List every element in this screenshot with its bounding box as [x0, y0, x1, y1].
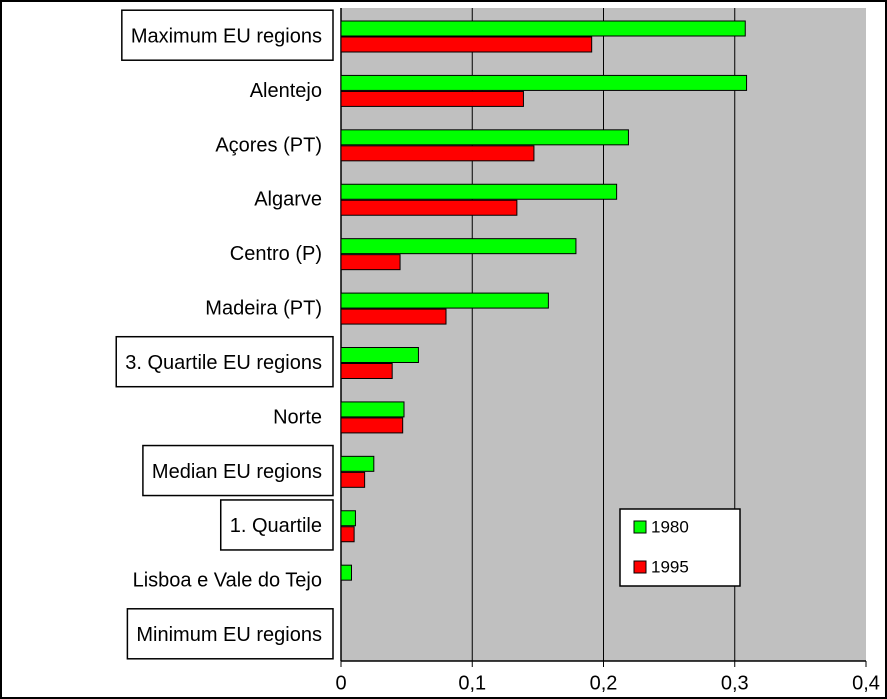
- legend: 1980 1995: [619, 508, 741, 587]
- bar: [340, 145, 535, 162]
- y-tick-label: Minimum EU regions: [136, 624, 322, 646]
- bar: [340, 36, 593, 53]
- bar: [340, 199, 518, 216]
- legend-swatch: [633, 520, 647, 534]
- bar: [340, 90, 524, 107]
- y-tick-label: Median EU regions: [152, 461, 322, 483]
- bar: [340, 74, 748, 91]
- bar: [340, 455, 375, 472]
- label-box: [126, 608, 334, 660]
- bar: [340, 292, 549, 309]
- bar: [340, 510, 356, 527]
- bar: [340, 308, 447, 325]
- y-tick-label: Algarve: [254, 189, 322, 211]
- bar: [340, 254, 401, 271]
- y-tick-label: Maximum EU regions: [131, 25, 322, 47]
- bar: [340, 363, 393, 379]
- x-tick-label: 0,3: [721, 672, 749, 694]
- x-tick-label: 0,4: [852, 672, 880, 694]
- bar: [340, 471, 366, 488]
- legend-label: 1995: [651, 557, 689, 576]
- bar: [340, 20, 746, 37]
- x-tick-label: 0,2: [590, 672, 618, 694]
- label-box: [219, 499, 334, 551]
- y-tick-label: Madeira (PT): [205, 298, 322, 320]
- label-box: [121, 9, 334, 61]
- legend-swatch: [633, 560, 647, 574]
- label-box: [115, 335, 334, 388]
- y-tick-label: 1. Quartile: [230, 515, 322, 537]
- bar: [340, 564, 352, 581]
- x-tick-label: 0,1: [458, 672, 486, 694]
- bar: [340, 129, 629, 146]
- bar: [340, 526, 355, 543]
- y-tick-label: Lisboa e Vale do Tejo: [133, 570, 322, 592]
- bar: [340, 347, 419, 363]
- y-tick-label: Centro (P): [230, 243, 322, 265]
- y-tick-label: Alentejo: [250, 80, 322, 102]
- bar: [340, 183, 618, 200]
- legend-label: 1980: [651, 517, 689, 536]
- bar: [340, 417, 404, 434]
- bar: [340, 401, 405, 418]
- y-tick-label: 3. Quartile EU regions: [125, 352, 322, 374]
- y-tick-label: Norte: [273, 406, 322, 428]
- bar: [340, 238, 577, 255]
- label-box: [142, 444, 334, 497]
- y-tick-label: Açores (PT): [215, 134, 322, 156]
- x-tick-label: 0: [335, 672, 346, 694]
